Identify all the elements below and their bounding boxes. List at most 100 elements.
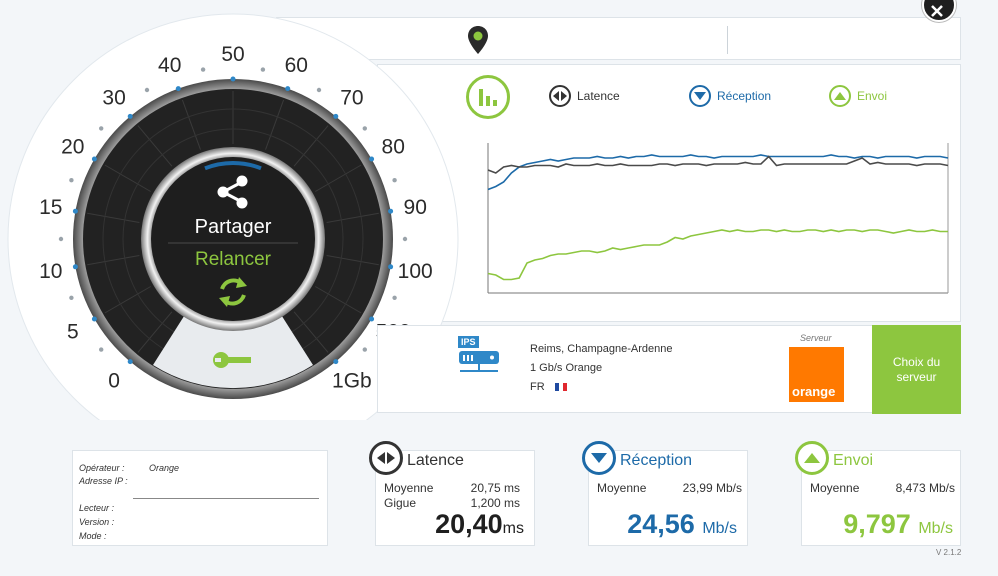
mode-label: Mode : (79, 531, 107, 541)
download-icon (689, 85, 711, 107)
share-label[interactable]: Partager (195, 216, 272, 238)
gauge-grid-line (104, 286, 151, 314)
gauge-grid-line (181, 99, 201, 150)
gauge-minor-dot (392, 295, 397, 300)
latency-stat-title: Latence (407, 452, 464, 469)
refresh-icon[interactable] (219, 277, 247, 307)
gauge-grid-line (104, 164, 151, 192)
download-big-unit: Mb/s (702, 520, 737, 537)
legend-upload[interactable]: Envoi (829, 85, 887, 107)
gauge-tick-label: 0 (108, 370, 120, 393)
legend-upload-label: Envoi (857, 89, 888, 103)
speed-gauge: 05101520304050607080901005001Gb Partager… (7, 13, 459, 420)
gauge-tick-marker (175, 86, 181, 92)
orange-logo: orange (789, 347, 844, 402)
gauge-minor-dot (260, 67, 266, 72)
gauge-minor-dot (69, 178, 74, 183)
gauge-tick-marker (72, 264, 78, 270)
gauge-grid-line (315, 286, 362, 314)
latency-big-value: 20,40ms (435, 509, 524, 540)
gauge-grid-line (326, 255, 379, 266)
download-avg-value: 23,99 Mb/s (682, 481, 742, 495)
gauge-tick-label: 30 (102, 86, 125, 109)
legend-latency[interactable]: Latence (549, 85, 620, 107)
upload-stat-title: Envoi (833, 452, 874, 469)
gauge-minor-dot (392, 178, 397, 183)
gauge-tick-label: 1Gb (332, 370, 372, 393)
gauge-minor-dot (402, 236, 408, 242)
latency-big-number: 20,40 (435, 509, 503, 539)
gauge-tick-label: 50 (221, 43, 244, 66)
user-info-panel: Opérateur : Orange Adresse IP : Lecteur … (72, 450, 328, 546)
gauge-tick-label: 100 (398, 260, 433, 283)
server-location: Reims, Champagne-Ardenne (530, 343, 673, 355)
speed-chart (487, 143, 949, 294)
server-country-code: FR (530, 381, 545, 393)
upload-big-unit: Mb/s (918, 520, 953, 537)
gauge-tick-marker (388, 264, 394, 270)
upload-stat-icon (795, 441, 829, 475)
gauge-minor-dot (200, 67, 206, 72)
gauge-tick-label: 60 (285, 54, 308, 77)
download-big-value: 24,56 Mb/s (627, 509, 737, 540)
legend-download[interactable]: Réception (689, 85, 771, 107)
download-stat-panel: Réception Moyenne 23,99 Mb/s 24,56 Mb/s (582, 441, 748, 546)
gauge-tick-marker (388, 208, 394, 214)
map-pin-icon (468, 26, 488, 54)
player-label: Lecteur : (79, 503, 115, 513)
latency-avg-value: 20,75 ms (470, 481, 520, 495)
restart-label[interactable]: Relancer (195, 249, 272, 270)
chart-series-réception (487, 154, 949, 191)
gauge-tick-marker (333, 113, 339, 119)
download-stat-title: Réception (620, 452, 693, 469)
ip-label: Adresse IP : (79, 476, 128, 486)
server-icon (459, 351, 499, 372)
wrench-icon[interactable] (213, 352, 251, 368)
choose-server-button[interactable]: Choix du serveur (872, 325, 961, 414)
gauge-grid-line (265, 99, 285, 150)
gauge-grid-line (293, 125, 329, 167)
close-icon (931, 5, 943, 17)
upload-avg-value: 8,473 Mb/s (895, 481, 955, 495)
location-divider (727, 26, 728, 54)
latency-stat-panel: Latence Moyenne 20,75 ms Gigue 1,200 ms … (369, 441, 535, 546)
gauge-tick-label: 10 (39, 260, 62, 283)
gauge-tick-label: 70 (340, 86, 363, 109)
ips-label: IPS (458, 336, 479, 348)
download-avg-label: Moyenne (597, 481, 647, 495)
gauge-grid-line (87, 212, 140, 223)
gauge-minor-dot (362, 126, 367, 131)
operator-value: Orange (149, 463, 180, 473)
gauge-tick-label: 80 (382, 136, 405, 159)
gauge-tick-marker (127, 359, 133, 365)
ips-badge: IPS (458, 336, 500, 376)
gauge-grid-line (137, 311, 173, 353)
gauge-minor-dot (58, 236, 64, 242)
orange-logo-text: orange (792, 384, 836, 399)
legend-latency-label: Latence (577, 89, 620, 103)
chart-toggle-button[interactable] (466, 75, 510, 119)
gauge-tick-label: 5 (67, 321, 79, 344)
version-label: V 2.1.2 (936, 548, 962, 557)
share-icon[interactable] (217, 175, 248, 209)
gauge-grid-line (326, 212, 379, 223)
download-stat-icon (582, 441, 616, 475)
latency-big-unit: ms (502, 520, 524, 537)
gauge-minor-dot (316, 87, 322, 93)
gauge-tick-marker (333, 359, 339, 365)
gauge-tick-marker (91, 156, 97, 162)
choose-server-label: Choix du serveur (892, 355, 941, 384)
jitter-value: 1,200 ms (470, 496, 520, 510)
gauge-tick-label: 15 (39, 196, 62, 219)
gauge-tick-label: 90 (404, 196, 427, 219)
flag-fr-icon (554, 383, 567, 391)
gauge-grid-line (137, 125, 173, 167)
gauge-minor-dot (99, 347, 104, 352)
gauge-tick-label: 20 (61, 136, 84, 159)
gauge-progress-arc (204, 160, 262, 171)
chart-series-latence (487, 155, 949, 174)
jitter-label: Gigue (384, 496, 417, 510)
operator-label: Opérateur : (79, 463, 125, 473)
latency-avg-label: Moyenne (384, 481, 434, 495)
chart-panel: Latence Réception Envoi (377, 64, 961, 322)
